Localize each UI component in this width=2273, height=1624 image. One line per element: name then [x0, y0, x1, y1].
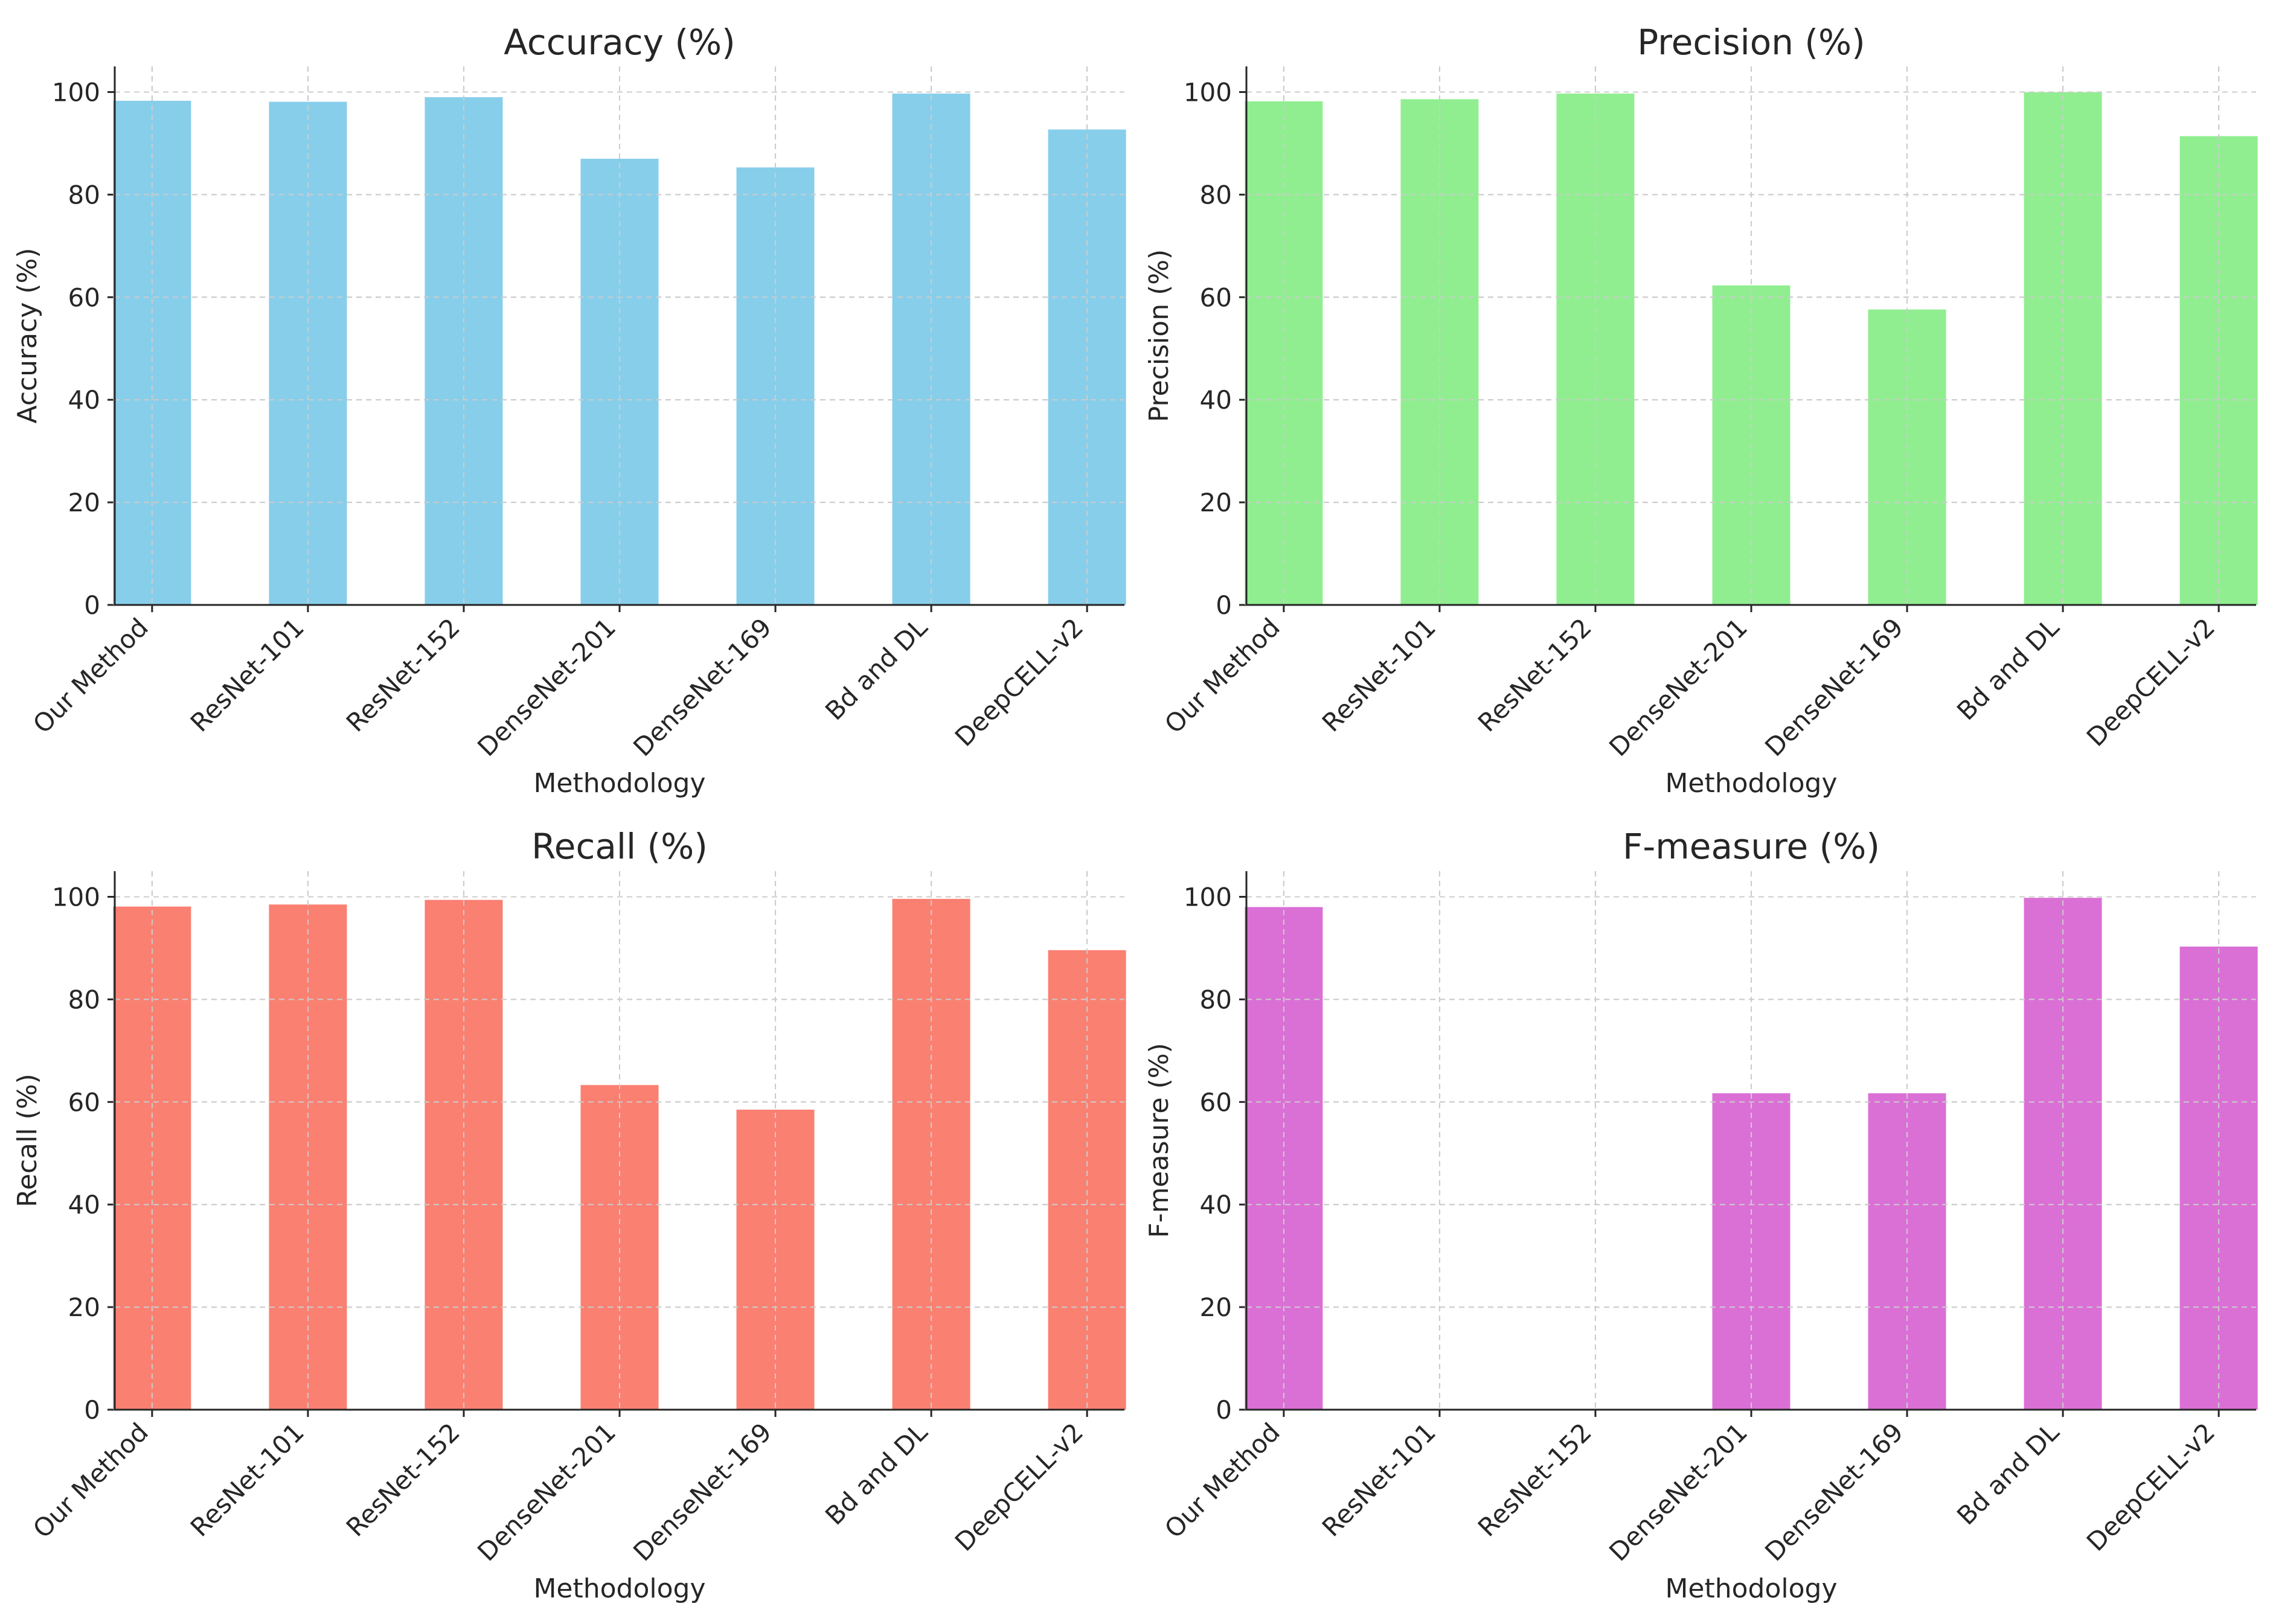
y-tick-label: 40	[68, 385, 100, 415]
y-tick-label: 0	[1216, 590, 1232, 620]
y-axis-label: Precision (%)	[1144, 249, 1175, 422]
y-tick-label: 20	[68, 488, 100, 517]
x-axis-label: Methodology	[1665, 1573, 1837, 1604]
y-axis-label: Recall (%)	[12, 1073, 43, 1207]
y-tick-label: 20	[1200, 488, 1232, 517]
y-tick-label: 40	[1200, 385, 1232, 415]
axes-spines	[1245, 66, 2256, 606]
axes-spines	[1245, 871, 2256, 1411]
chart-title: F-measure (%)	[1623, 826, 1880, 867]
y-tick-label: 20	[1200, 1293, 1232, 1322]
y-tick-label: 60	[1200, 283, 1232, 312]
y-axis-label: Accuracy (%)	[12, 248, 43, 423]
y-tick-label: 100	[52, 77, 100, 107]
y-axis-label: F-measure (%)	[1144, 1043, 1175, 1238]
y-tick-label: 40	[68, 1190, 100, 1220]
y-tick-label: 0	[84, 590, 100, 620]
x-axis-label: Methodology	[533, 768, 705, 799]
y-tick-label: 100	[52, 882, 100, 912]
y-tick-label: 40	[1200, 1190, 1232, 1220]
y-tick-label: 80	[1200, 985, 1232, 1014]
y-tick-label: 60	[1200, 1087, 1232, 1117]
y-tick-label: 80	[68, 985, 100, 1014]
y-tick-label: 60	[68, 1087, 100, 1117]
chart-title: Precision (%)	[1637, 22, 1865, 63]
x-axis-label: Methodology	[1665, 768, 1837, 799]
chart-title: Accuracy (%)	[504, 22, 736, 63]
x-axis-label: Methodology	[533, 1573, 705, 1604]
y-tick-label: 80	[68, 180, 100, 209]
y-tick-label: 0	[1216, 1395, 1232, 1425]
y-tick-label: 0	[84, 1395, 100, 1425]
axes-spines	[114, 66, 1124, 606]
y-tick-label: 100	[1184, 77, 1232, 107]
y-tick-label: 80	[1200, 180, 1232, 209]
axes-spines	[114, 871, 1124, 1411]
y-tick-label: 20	[68, 1293, 100, 1322]
y-tick-label: 60	[68, 283, 100, 312]
chart-title: Recall (%)	[531, 826, 708, 867]
y-tick-label: 100	[1184, 882, 1232, 912]
bar-deepcell-v2	[2179, 946, 2258, 1410]
